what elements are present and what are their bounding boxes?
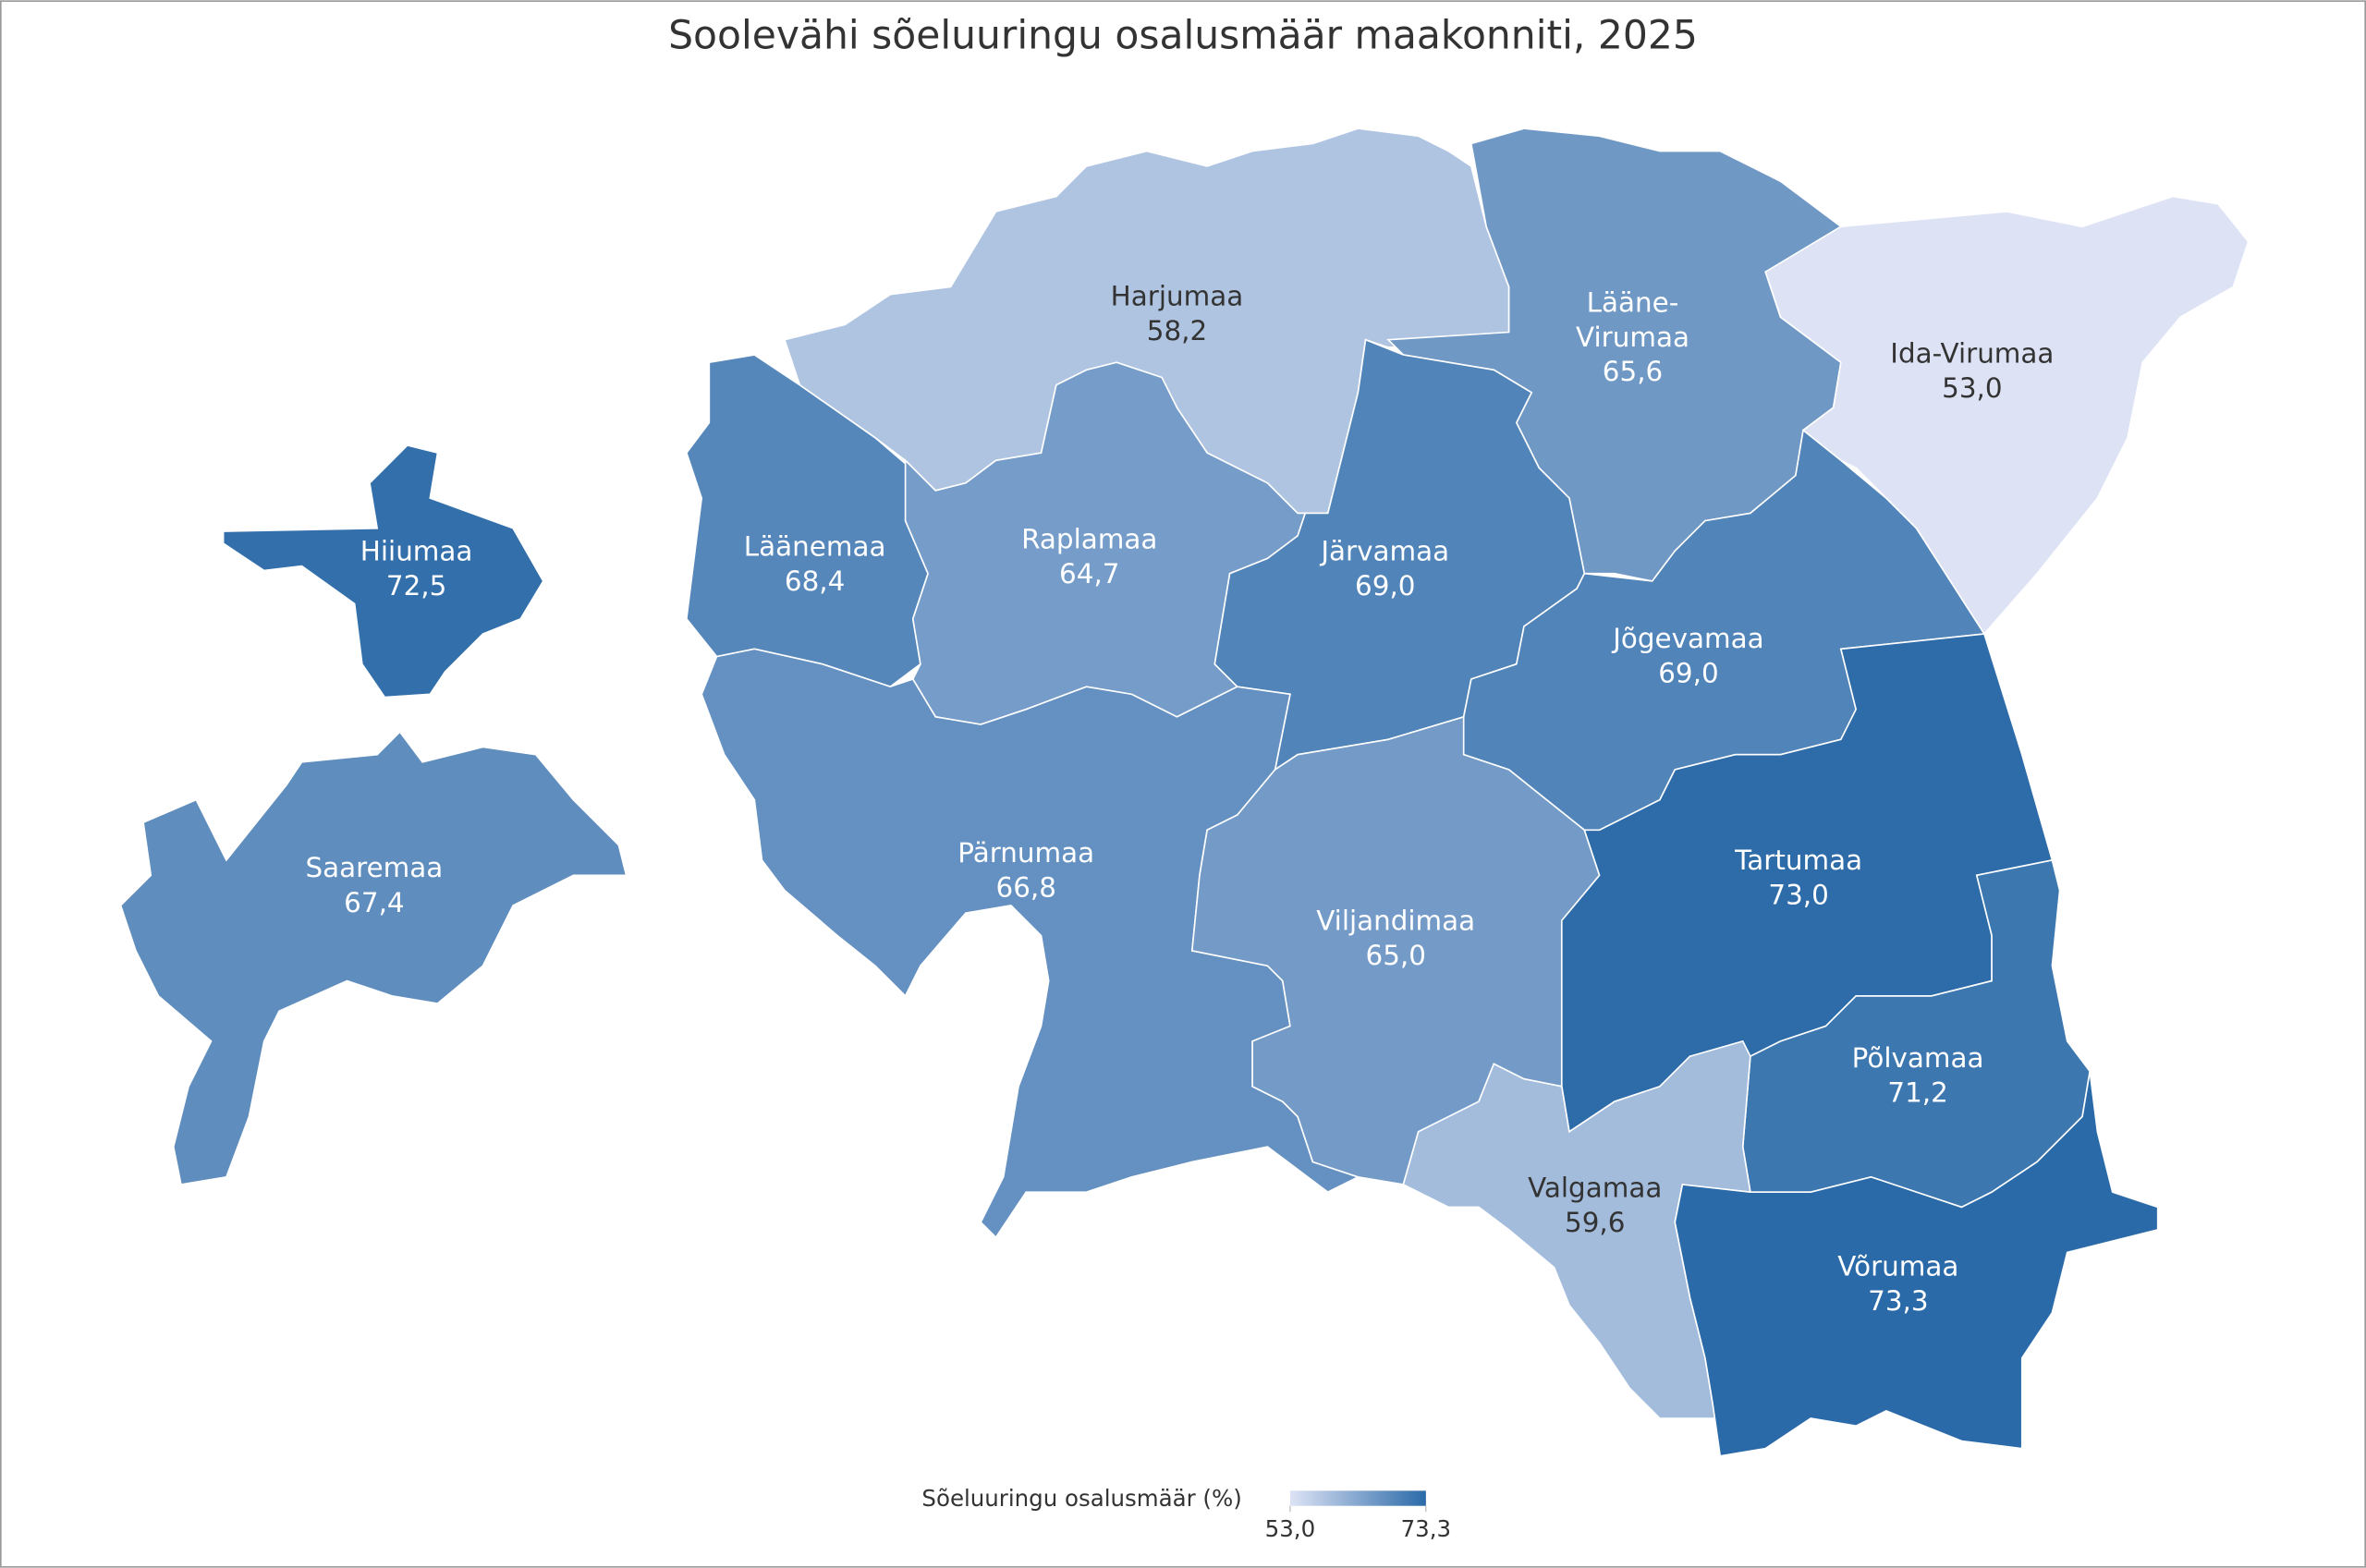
region-value: 65,6: [1603, 356, 1663, 387]
region-value: 69,0: [1355, 570, 1415, 602]
region-name: Pärnumaa: [957, 837, 1094, 869]
legend-tick-label: 53,0: [1265, 1515, 1315, 1542]
region-value: 73,0: [1768, 880, 1828, 911]
region-value: 59,6: [1565, 1207, 1625, 1238]
region-value: 69,0: [1658, 658, 1718, 689]
region: [222, 444, 544, 699]
region-name: Saaremaa: [306, 852, 444, 883]
region-name: Viljandimaa: [1316, 905, 1475, 936]
region-name: Võrumaa: [1837, 1250, 1958, 1282]
region: [1764, 195, 2250, 636]
region-value: 72,5: [386, 570, 446, 602]
region-name: Ida-Virumaa: [1890, 338, 2054, 370]
region: [1674, 1071, 2159, 1457]
region: [119, 730, 628, 1185]
region-value: 58,2: [1147, 315, 1207, 346]
region-name: Raplamaa: [1021, 523, 1157, 554]
region-name: Jõgevamaa: [1611, 623, 1763, 654]
region-name: Hiiumaa: [360, 535, 473, 566]
region-value: 66,8: [996, 871, 1056, 903]
legend: Sõeluuringu osalusmäär (%) 53,0 73,3: [921, 1485, 1451, 1542]
legend-bar: [1289, 1490, 1426, 1506]
region-name: Lääne-Virumaa: [1576, 286, 1689, 353]
regions: [119, 128, 2250, 1457]
region-name: Valgamaa: [1528, 1172, 1662, 1203]
region-value: 64,7: [1059, 558, 1119, 590]
region-value: 53,0: [1942, 372, 2002, 404]
chart-title: Soolevähi sõeluuringu osalusmäär maakonn…: [668, 14, 1698, 59]
region-name: Järvamaa: [1319, 535, 1449, 566]
region-name: Harjumaa: [1111, 280, 1244, 311]
region-value: 65,0: [1366, 940, 1426, 971]
region-name: Põlvamaa: [1852, 1042, 1984, 1074]
region-name: Tartumaa: [1734, 845, 1862, 876]
region-value: 71,2: [1887, 1077, 1947, 1109]
region-name: Läänemaa: [744, 530, 886, 562]
legend-title: Sõeluuringu osalusmäär (%): [921, 1485, 1241, 1512]
legend-tick-label: 73,3: [1401, 1515, 1451, 1542]
region-value: 73,3: [1868, 1285, 1928, 1317]
region-value: 67,4: [344, 887, 404, 918]
region-value: 68,4: [785, 565, 845, 597]
